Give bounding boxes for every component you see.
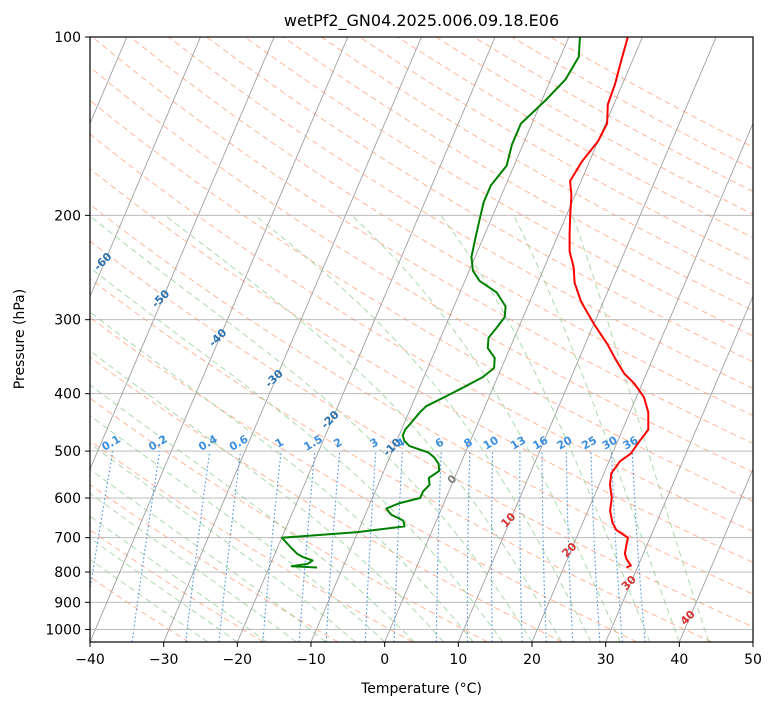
moist-adiabat <box>90 311 474 642</box>
moist-adiabat <box>90 515 268 642</box>
y-tick-label: 1000 <box>45 622 81 638</box>
plot-area <box>90 37 753 642</box>
dry-adiabat <box>90 529 264 642</box>
isotherm <box>531 122 753 642</box>
isotherm <box>605 295 753 642</box>
isotherm <box>163 37 422 642</box>
mixing-ratio-line <box>631 451 646 642</box>
moist-adiabat <box>90 350 444 642</box>
isotherm <box>678 467 753 642</box>
temperature-line <box>568 37 650 569</box>
mixing-ratio-labels: 0.1 0.2 0.4 0.6 1 1.5 2 3 4 6 8 10 13 16 20 25 30 36 <box>99 432 640 453</box>
x-axis-label: Temperature (°C) <box>360 681 482 697</box>
moist-adiabat <box>254 214 592 642</box>
dry-adiabat <box>282 37 753 312</box>
isotherm <box>90 37 349 642</box>
moist-adiabat <box>440 215 651 642</box>
moist-adiabat <box>90 558 209 642</box>
dry-adiabat <box>90 278 712 642</box>
mixing-ratio-line <box>185 451 211 642</box>
x-tick-label: 40 <box>670 652 688 668</box>
plot-frame <box>89 36 754 643</box>
x-tick-label: −40 <box>75 652 105 668</box>
mixing-ratio-line <box>131 451 161 642</box>
moist-adiabat <box>90 267 503 642</box>
isotherm <box>90 37 201 298</box>
dry-adiabat <box>130 37 753 417</box>
dry-adiabat <box>90 99 753 502</box>
x-tick-label: −10 <box>296 652 326 668</box>
moist-adiabat <box>513 215 680 642</box>
dry-adiabat <box>90 356 563 642</box>
dry-adiabat <box>168 37 753 389</box>
y-tick-label: 100 <box>54 30 81 46</box>
dry-adiabat <box>90 240 753 628</box>
isotherm <box>310 37 570 642</box>
moist-adiabat <box>351 214 621 642</box>
mixing-ratio-line <box>262 451 282 642</box>
x-tick-label: 10 <box>449 652 467 668</box>
mixing-ratio-line <box>90 451 114 594</box>
y-tick-label: 800 <box>54 565 81 581</box>
moist-adiabat <box>90 384 415 642</box>
x-tick-label: 20 <box>523 652 541 668</box>
isotherm <box>90 37 275 471</box>
isotherm <box>457 37 717 642</box>
y-tick-label: 300 <box>54 313 81 329</box>
background-lines <box>90 37 753 642</box>
dry-adiabat <box>90 483 339 642</box>
dry-adiabat <box>244 37 753 337</box>
dewpoint-line <box>280 37 581 569</box>
y-axis: 100 200 300 400 500 600 700 800 900 1000 <box>45 30 90 638</box>
mixing-ratio-line <box>218 451 242 642</box>
sounding-profiles <box>280 37 650 569</box>
dry-adiabat <box>91 37 753 445</box>
moist-adiabat <box>90 468 327 642</box>
pressure-grid <box>90 37 753 630</box>
y-tick-label: 200 <box>54 208 81 224</box>
x-tick-label: 0 <box>380 652 389 668</box>
moist-adiabat <box>90 537 238 642</box>
y-tick-label: 400 <box>54 387 81 403</box>
x-tick-label: −20 <box>223 652 253 668</box>
y-tick-label: 900 <box>54 595 81 611</box>
x-tick-label: 50 <box>744 652 762 668</box>
moist-adiabat <box>90 442 356 642</box>
y-tick-label: 700 <box>54 531 81 547</box>
x-tick-label: −30 <box>149 652 179 668</box>
y-tick-label: 600 <box>54 491 81 507</box>
moist-adiabat <box>90 492 297 642</box>
moist-adiabat <box>164 214 562 642</box>
dry-adiabat <box>90 316 638 642</box>
dry-adiabat <box>90 203 753 595</box>
y-tick-label: 500 <box>54 444 81 460</box>
isotherm <box>236 37 496 642</box>
x-axis: −40 −30 −20 −10 0 10 20 30 40 50 <box>75 642 762 668</box>
moist-adiabat <box>90 415 386 642</box>
chart-title: wetPf2_GN04.2025.006.09.18.E06 <box>284 11 559 31</box>
moist-adiabat <box>572 215 710 642</box>
y-axis-label: Pressure (hPa) <box>12 289 28 389</box>
x-tick-label: 30 <box>597 652 615 668</box>
moist-adiabat <box>90 215 533 642</box>
mixing-ratio-line <box>298 451 316 642</box>
